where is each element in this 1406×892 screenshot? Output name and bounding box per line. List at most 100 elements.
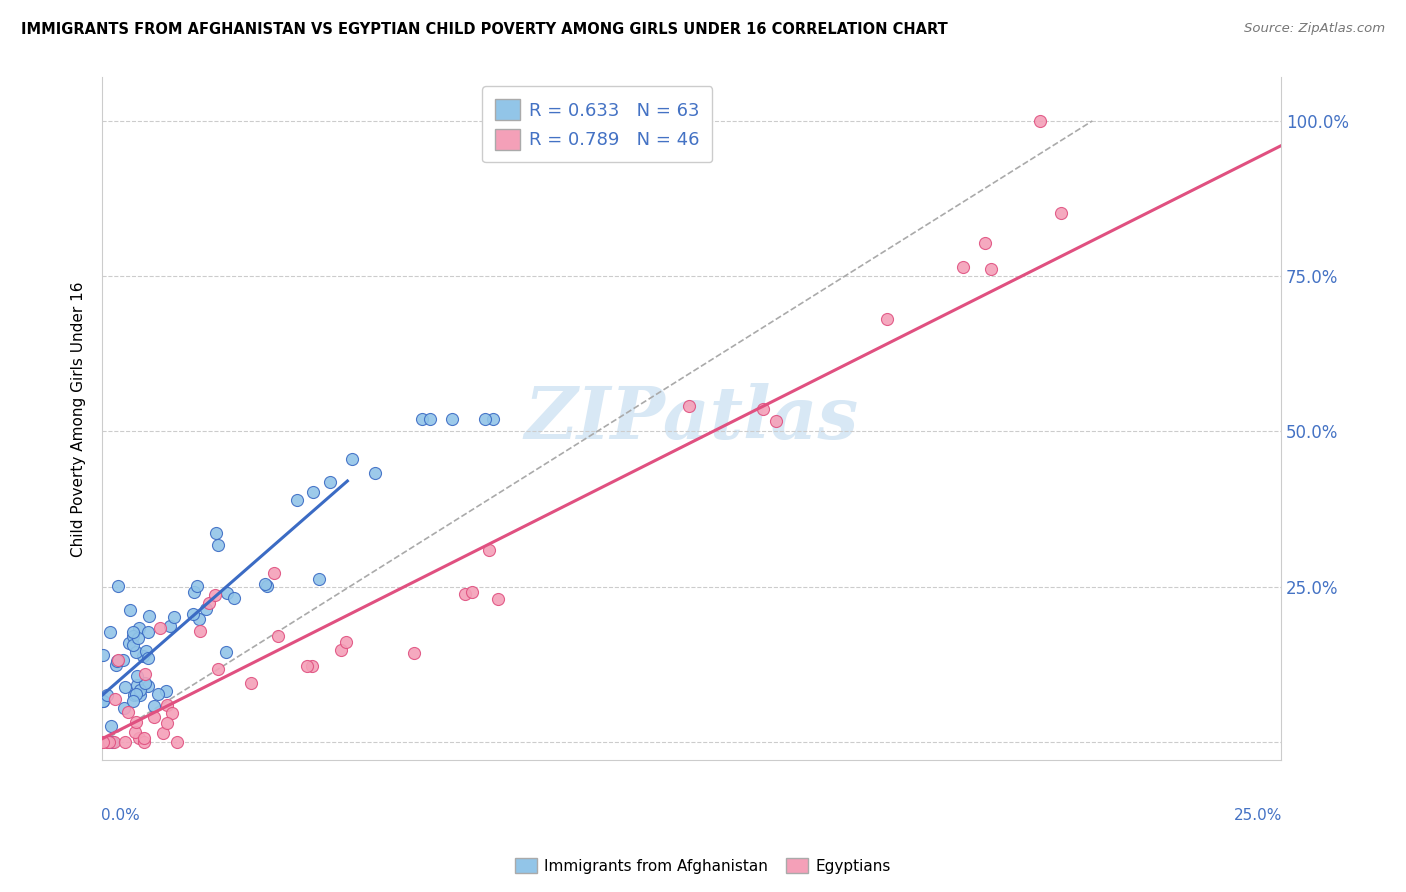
Point (134, 735, 156, 749)
Point (114, 735, 136, 749)
Point (129, 689, 152, 703)
Point (183, 585, 205, 599)
Point (105, 658, 128, 673)
Point (129, 683, 152, 698)
Point (285, 493, 308, 508)
Legend: R = 0.633   N = 63, R = 0.789   N = 46: R = 0.633 N = 63, R = 0.789 N = 46 (482, 87, 713, 162)
Point (454, 587, 477, 601)
Point (215, 645, 238, 659)
Point (132, 731, 155, 745)
Point (142, 710, 165, 724)
Point (162, 706, 184, 720)
Point (308, 573, 330, 587)
Point (138, 608, 160, 623)
Point (128, 621, 150, 635)
Point (120, 603, 142, 617)
Point (297, 659, 319, 673)
Point (132, 648, 155, 663)
Point (155, 684, 177, 698)
Point (188, 612, 211, 626)
Point (122, 625, 145, 640)
Point (91, 735, 114, 749)
Point (156, 698, 179, 713)
Point (156, 715, 179, 730)
Point (112, 700, 135, 714)
Point (222, 591, 245, 605)
Text: 0.0%: 0.0% (101, 808, 139, 823)
Point (93, 694, 115, 708)
Point (678, 399, 700, 413)
Point (194, 602, 217, 616)
Point (1029, 114, 1052, 128)
Point (125, 714, 148, 729)
Point (205, 526, 228, 541)
Point (461, 585, 484, 599)
Point (96, 688, 118, 702)
Point (111, 653, 134, 667)
Point (319, 475, 342, 490)
Point (114, 680, 136, 694)
Point (765, 414, 787, 428)
Point (335, 635, 357, 649)
Point (181, 607, 204, 622)
Point (256, 579, 278, 593)
Point (104, 692, 127, 706)
Point (207, 662, 229, 676)
Point (93, 648, 115, 662)
Point (97, 735, 120, 749)
Point (98, 624, 121, 639)
Point (186, 580, 208, 594)
Point (188, 624, 211, 639)
Point (267, 629, 290, 643)
Point (125, 645, 148, 659)
Point (134, 667, 156, 681)
Point (100, 719, 122, 733)
Point (166, 735, 188, 749)
Point (96, 735, 118, 749)
Point (105, 655, 128, 669)
Point (118, 636, 141, 650)
Point (148, 687, 170, 701)
Y-axis label: Child Poverty Among Girls Under 16: Child Poverty Among Girls Under 16 (72, 281, 86, 557)
Point (122, 638, 145, 652)
Point (263, 566, 285, 580)
Point (329, 643, 352, 657)
Point (980, 262, 1002, 277)
Point (876, 312, 898, 326)
Point (136, 651, 159, 665)
Point (163, 610, 186, 624)
Point (204, 588, 226, 602)
Point (253, 576, 276, 591)
Point (974, 236, 997, 251)
Point (136, 625, 159, 640)
Point (124, 724, 146, 739)
Point (404, 646, 426, 660)
Point (207, 538, 229, 552)
Point (117, 705, 139, 719)
Point (239, 676, 262, 690)
Point (159, 619, 181, 633)
Point (122, 688, 145, 702)
Point (121, 693, 143, 707)
Point (441, 412, 464, 426)
Point (127, 678, 149, 692)
Point (952, 260, 974, 274)
Point (122, 629, 145, 643)
Point (215, 585, 238, 599)
Point (486, 592, 509, 607)
Point (152, 726, 174, 740)
Point (364, 467, 387, 481)
Text: ZIPatlas: ZIPatlas (524, 384, 859, 454)
Point (474, 412, 496, 426)
Point (1050, 206, 1073, 220)
Point (302, 484, 325, 499)
Point (101, 735, 124, 749)
Point (103, 735, 125, 749)
Point (143, 698, 166, 713)
Point (125, 687, 148, 701)
Point (478, 543, 501, 558)
Point (419, 412, 441, 426)
Point (481, 412, 503, 426)
Point (127, 632, 149, 646)
Text: Source: ZipAtlas.com: Source: ZipAtlas.com (1244, 22, 1385, 36)
